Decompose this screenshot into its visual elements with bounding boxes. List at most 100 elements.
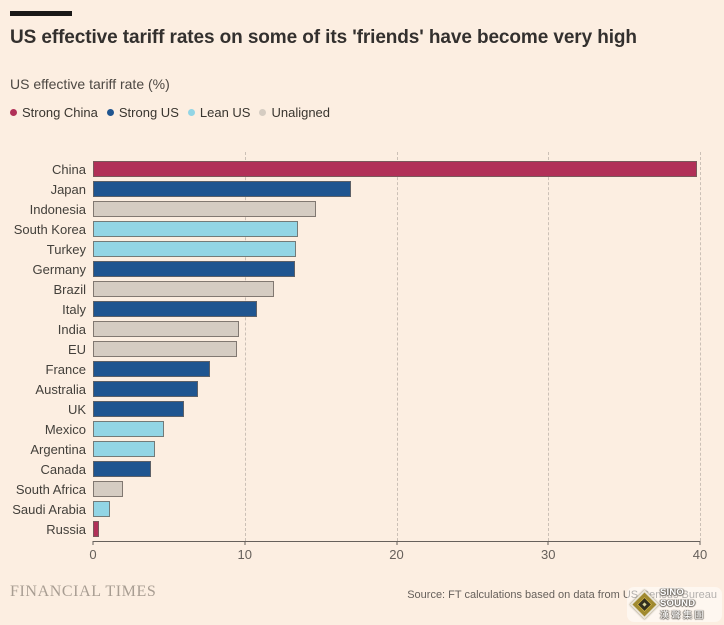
legend-dot-icon (187, 109, 195, 116)
bar-row: Canada (0, 459, 700, 479)
bar-chart: China Japan Indonesia South Korea Turkey Germ… (0, 152, 707, 562)
bar-track (93, 181, 700, 197)
bar-row: South Korea (0, 219, 700, 239)
bar-row: France (0, 359, 700, 379)
bar-row: Indonesia (0, 199, 700, 219)
bar (93, 181, 351, 197)
bar-track (93, 521, 700, 537)
bar (93, 441, 156, 457)
bar-row: Japan (0, 179, 700, 199)
x-axis-tick-label: 20 (389, 547, 404, 562)
bar-track (93, 161, 700, 177)
bar (93, 241, 297, 257)
bar (93, 521, 100, 537)
bar-track (93, 401, 700, 417)
category-label: Germany (32, 261, 86, 277)
bar-row: Germany (0, 259, 700, 279)
watermark-brand: SINO SOUND (660, 587, 696, 610)
bar-row: Brazil (0, 279, 700, 299)
legend-item: Strong China (10, 105, 98, 120)
bar-row: Turkey (0, 239, 700, 259)
category-label: China (52, 161, 86, 177)
bar-track (93, 261, 700, 277)
category-label: Brazil (53, 281, 86, 297)
bar (93, 361, 210, 377)
bar (93, 221, 298, 237)
category-label: UK (67, 401, 86, 417)
x-axis-tick (396, 541, 397, 545)
legend-label: Unaligned (271, 105, 331, 120)
bar (93, 341, 238, 357)
bar (93, 321, 239, 337)
bar-row: India (0, 319, 700, 339)
watermark-diamond-icon (629, 589, 660, 620)
legend-dot-icon (10, 109, 17, 116)
chart-title: US effective tariff rates on some of its… (10, 27, 637, 48)
legend-item: Strong US (106, 105, 179, 120)
x-axis-tick-label: 10 (237, 547, 252, 562)
category-label: Indonesia (29, 201, 86, 217)
bar-row: Australia (0, 379, 700, 399)
chart-subtitle: US effective tariff rate (%) (10, 76, 170, 92)
legend-label: Lean US (199, 105, 251, 120)
category-label: Italy (62, 301, 86, 317)
bar-row: China (0, 159, 700, 179)
x-axis-tick (699, 541, 701, 545)
bar-row: Saudi Arabia (0, 499, 700, 519)
x-axis-tick-label: 30 (541, 547, 556, 562)
bar-track (93, 321, 700, 337)
category-label: Argentina (30, 441, 86, 457)
bar-track (93, 501, 700, 517)
category-label: France (45, 361, 86, 377)
bar-track (93, 281, 700, 297)
x-axis-tick (92, 541, 94, 545)
legend-item: Lean US (187, 105, 251, 120)
category-label: Mexico (44, 421, 86, 437)
bar (93, 281, 274, 297)
gridline (396, 152, 398, 541)
bar (93, 301, 257, 317)
category-label: Russia (46, 521, 86, 537)
gridline (548, 152, 550, 541)
legend-item: Unaligned (259, 105, 330, 120)
legend: Strong China Strong US Lean US Unaligned (10, 105, 330, 120)
category-label: South Korea (13, 221, 86, 237)
bar-row: EU (0, 339, 700, 359)
bar-track (93, 201, 700, 217)
legend-dot-icon (106, 109, 114, 116)
category-label: Turkey (46, 241, 86, 257)
bar (93, 261, 295, 277)
bar-row: Mexico (0, 419, 700, 439)
category-label: Australia (35, 381, 86, 397)
bar (93, 481, 124, 497)
bar (93, 381, 198, 397)
watermark: SINO SOUND 漢聲集團 (627, 587, 722, 622)
bar (93, 161, 697, 177)
bar-track (93, 221, 700, 237)
bar-row: Italy (0, 299, 700, 319)
x-axis: 0 10 20 30 40 (89, 152, 707, 562)
bar-track (93, 481, 700, 497)
category-label: Japan (50, 181, 86, 197)
accent-bar (10, 11, 72, 16)
x-axis-tick (547, 541, 549, 545)
watermark-brand-cn: 漢聲集團 (660, 610, 707, 621)
category-label: India (57, 321, 86, 337)
bar-row: South Africa (0, 479, 700, 499)
legend-label: Strong China (22, 105, 98, 120)
x-axis-tick-label: 0 (89, 547, 97, 562)
bar-track (93, 421, 700, 437)
legend-label: Strong US (118, 105, 179, 120)
bar-row: Argentina (0, 439, 700, 459)
bar (93, 501, 110, 517)
bar (93, 201, 317, 217)
plot-grid (92, 152, 701, 545)
ft-wordmark: FINANCIAL TIMES (10, 583, 157, 600)
watermark-text: SINO SOUND 漢聲集團 (660, 587, 722, 621)
bar-rows: China Japan Indonesia South Korea Turkey Germ… (0, 159, 700, 539)
bar-track (93, 301, 700, 317)
bar (93, 401, 185, 417)
bar-track (93, 241, 700, 257)
gridline (244, 152, 246, 541)
